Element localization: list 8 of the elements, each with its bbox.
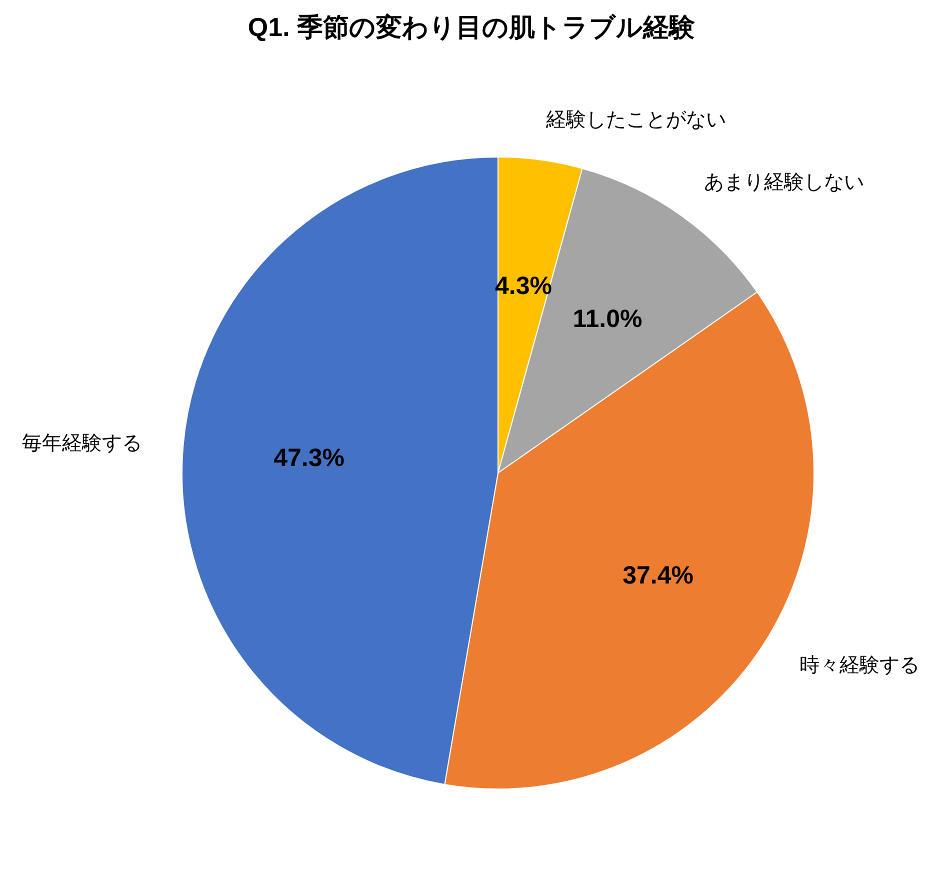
slice-label: 毎年経験する	[22, 432, 142, 455]
chart-title: Q1. 季節の変わり目の肌トラブル経験	[248, 12, 696, 42]
slice-label: 時々経験する	[799, 654, 920, 676]
data-label: 47.3%	[274, 444, 345, 472]
data-label: 37.4%	[622, 562, 694, 590]
slice-label: あまり経験しない	[704, 172, 864, 194]
data-label: 11.0%	[572, 305, 642, 334]
slice-label: 経験したことがない	[545, 109, 726, 132]
